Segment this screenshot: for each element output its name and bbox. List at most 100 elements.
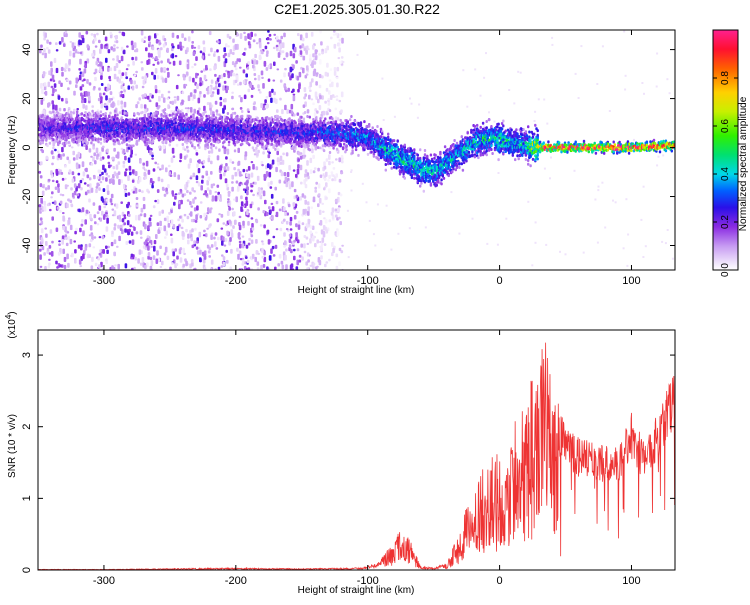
spectrogram-noise-cell bbox=[643, 92, 645, 95]
spectrogram-noise-cell bbox=[534, 221, 537, 224]
spectrogram-noise-cell bbox=[85, 209, 89, 214]
spectrogram-noise-cell bbox=[171, 100, 174, 105]
spectrogram-noise-cell bbox=[58, 80, 61, 85]
spectrogram-noise-cell bbox=[92, 156, 95, 162]
spectrogram-noise-cell bbox=[187, 107, 190, 110]
spectrogram-noise-cell bbox=[77, 244, 81, 249]
spectrogram-noise-cell bbox=[48, 252, 52, 255]
spectrogram-noise-cell bbox=[257, 88, 261, 92]
spectrogram-noise-cell bbox=[257, 252, 260, 255]
spectrogram-signal-cell bbox=[48, 141, 52, 145]
spectrogram-noise-cell bbox=[311, 148, 314, 154]
spectrogram-noise-cell bbox=[57, 95, 61, 100]
spectrogram-noise-cell bbox=[279, 227, 283, 232]
spectrogram-noise-cell bbox=[62, 225, 65, 231]
spectrogram-noise-cell bbox=[297, 220, 301, 225]
spectrogram-signal-cell bbox=[102, 113, 105, 116]
spectrogram-noise-cell bbox=[350, 189, 353, 192]
spectrogram-noise-cell bbox=[268, 206, 271, 210]
spectrogram-noise-cell bbox=[137, 179, 140, 184]
spectrogram-noise-cell bbox=[153, 245, 156, 252]
spectrogram-noise-cell bbox=[312, 262, 316, 266]
spectrogram-noise-cell bbox=[61, 238, 64, 245]
spectrogram-noise-cell bbox=[303, 250, 307, 254]
spectrogram-noise-cell bbox=[327, 97, 331, 101]
spectrogram-noise-cell bbox=[130, 253, 134, 258]
spectrogram-signal-cell bbox=[95, 119, 98, 123]
spectrogram-noise-cell bbox=[181, 99, 184, 105]
spectrogram-noise-cell bbox=[206, 91, 210, 95]
spectrogram-noise-cell bbox=[318, 84, 322, 89]
spectrogram-noise-cell bbox=[186, 63, 190, 70]
spectrogram-noise-cell bbox=[534, 241, 537, 244]
spectrogram-noise-cell bbox=[281, 50, 285, 54]
spectrogram-signal-cell bbox=[89, 112, 92, 116]
spectrogram-noise-cell bbox=[479, 94, 482, 97]
spectrogram-noise-cell bbox=[180, 226, 184, 230]
spectrogram-noise-cell bbox=[149, 214, 153, 217]
spectrogram-noise-cell bbox=[319, 59, 322, 65]
spectrogram-signal-cell bbox=[206, 117, 209, 121]
spectrogram-noise-cell bbox=[98, 236, 102, 239]
spectrogram-noise-cell bbox=[40, 44, 43, 48]
spectrogram-noise-cell bbox=[113, 171, 117, 177]
spectrogram-noise-cell bbox=[285, 52, 289, 58]
spectrogram-noise-cell bbox=[295, 194, 299, 199]
spectrogram-noise-cell bbox=[239, 81, 242, 86]
spectrogram-noise-cell bbox=[671, 257, 674, 260]
spectrogram-noise-cell bbox=[328, 174, 331, 179]
spectrogram-signal-cell bbox=[161, 140, 164, 144]
spectrogram-noise-cell bbox=[305, 73, 309, 76]
spectrogram-noise-cell bbox=[203, 68, 206, 72]
spectrogram-noise-cell bbox=[288, 244, 292, 248]
spectrogram-noise-cell bbox=[533, 120, 536, 122]
spectrogram-signal-cell bbox=[87, 138, 91, 142]
spectrogram-signal-cell bbox=[99, 141, 103, 145]
spectrogram-noise-cell bbox=[312, 102, 315, 106]
spectrogram-noise-cell bbox=[70, 204, 74, 208]
spectrogram-noise-cell bbox=[233, 198, 236, 201]
spectrogram-noise-cell bbox=[177, 44, 180, 50]
spectrogram-noise-cell bbox=[171, 147, 175, 154]
spectrogram-noise-cell bbox=[58, 107, 62, 112]
spectrogram-noise-cell bbox=[181, 193, 185, 198]
spectrogram-noise-cell bbox=[137, 258, 140, 264]
spectrogram-noise-cell bbox=[63, 108, 66, 112]
spectrogram-noise-cell bbox=[527, 200, 530, 203]
spectrogram-noise-cell bbox=[216, 155, 220, 161]
spectrogram-noise-cell bbox=[450, 191, 453, 194]
spectrogram-noise-cell bbox=[255, 239, 258, 244]
spectrogram-noise-cell bbox=[194, 196, 197, 200]
spectrogram-signal-cell bbox=[123, 111, 126, 115]
spectrogram-noise-cell bbox=[44, 90, 48, 96]
spectrogram-noise-cell bbox=[43, 252, 46, 256]
spectrogram-noise-cell bbox=[67, 262, 70, 268]
spectrogram-noise-cell bbox=[101, 156, 105, 160]
spectrogram-noise-cell bbox=[280, 35, 283, 40]
spectrogram-noise-cell bbox=[131, 169, 135, 174]
spectrogram-noise-cell bbox=[191, 44, 194, 49]
spectrogram-noise-cell bbox=[231, 207, 234, 211]
spectrogram-noise-cell bbox=[101, 210, 104, 216]
spectrogram-noise-cell bbox=[99, 98, 103, 105]
spectrogram-noise-cell bbox=[39, 223, 42, 226]
spectrogram-noise-cell bbox=[154, 161, 157, 165]
spectrogram-noise-cell bbox=[335, 76, 339, 80]
spectrogram-noise-cell bbox=[88, 148, 92, 153]
spectrogram-noise-cell bbox=[274, 186, 277, 191]
spectrogram-noise-cell bbox=[197, 45, 201, 50]
spectrogram-noise-cell bbox=[190, 218, 194, 223]
spectrogram-noise-cell bbox=[110, 46, 113, 51]
spectrogram-noise-cell bbox=[203, 94, 206, 98]
spectrogram-noise-cell bbox=[63, 256, 67, 262]
spectrogram-noise-cell bbox=[123, 189, 127, 194]
spectrogram-noise-cell bbox=[329, 94, 333, 100]
spectrogram-noise-cell bbox=[304, 199, 307, 205]
spectrogram-noise-cell bbox=[66, 253, 69, 260]
spectrogram-noise-cell bbox=[48, 41, 52, 45]
spectrogram-noise-cell bbox=[135, 84, 138, 89]
spectrogram-noise-cell bbox=[284, 104, 287, 111]
spectrogram-noise-cell bbox=[226, 148, 230, 155]
spectrogram-noise-cell bbox=[267, 78, 271, 82]
spectrogram-noise-cell bbox=[642, 185, 645, 188]
